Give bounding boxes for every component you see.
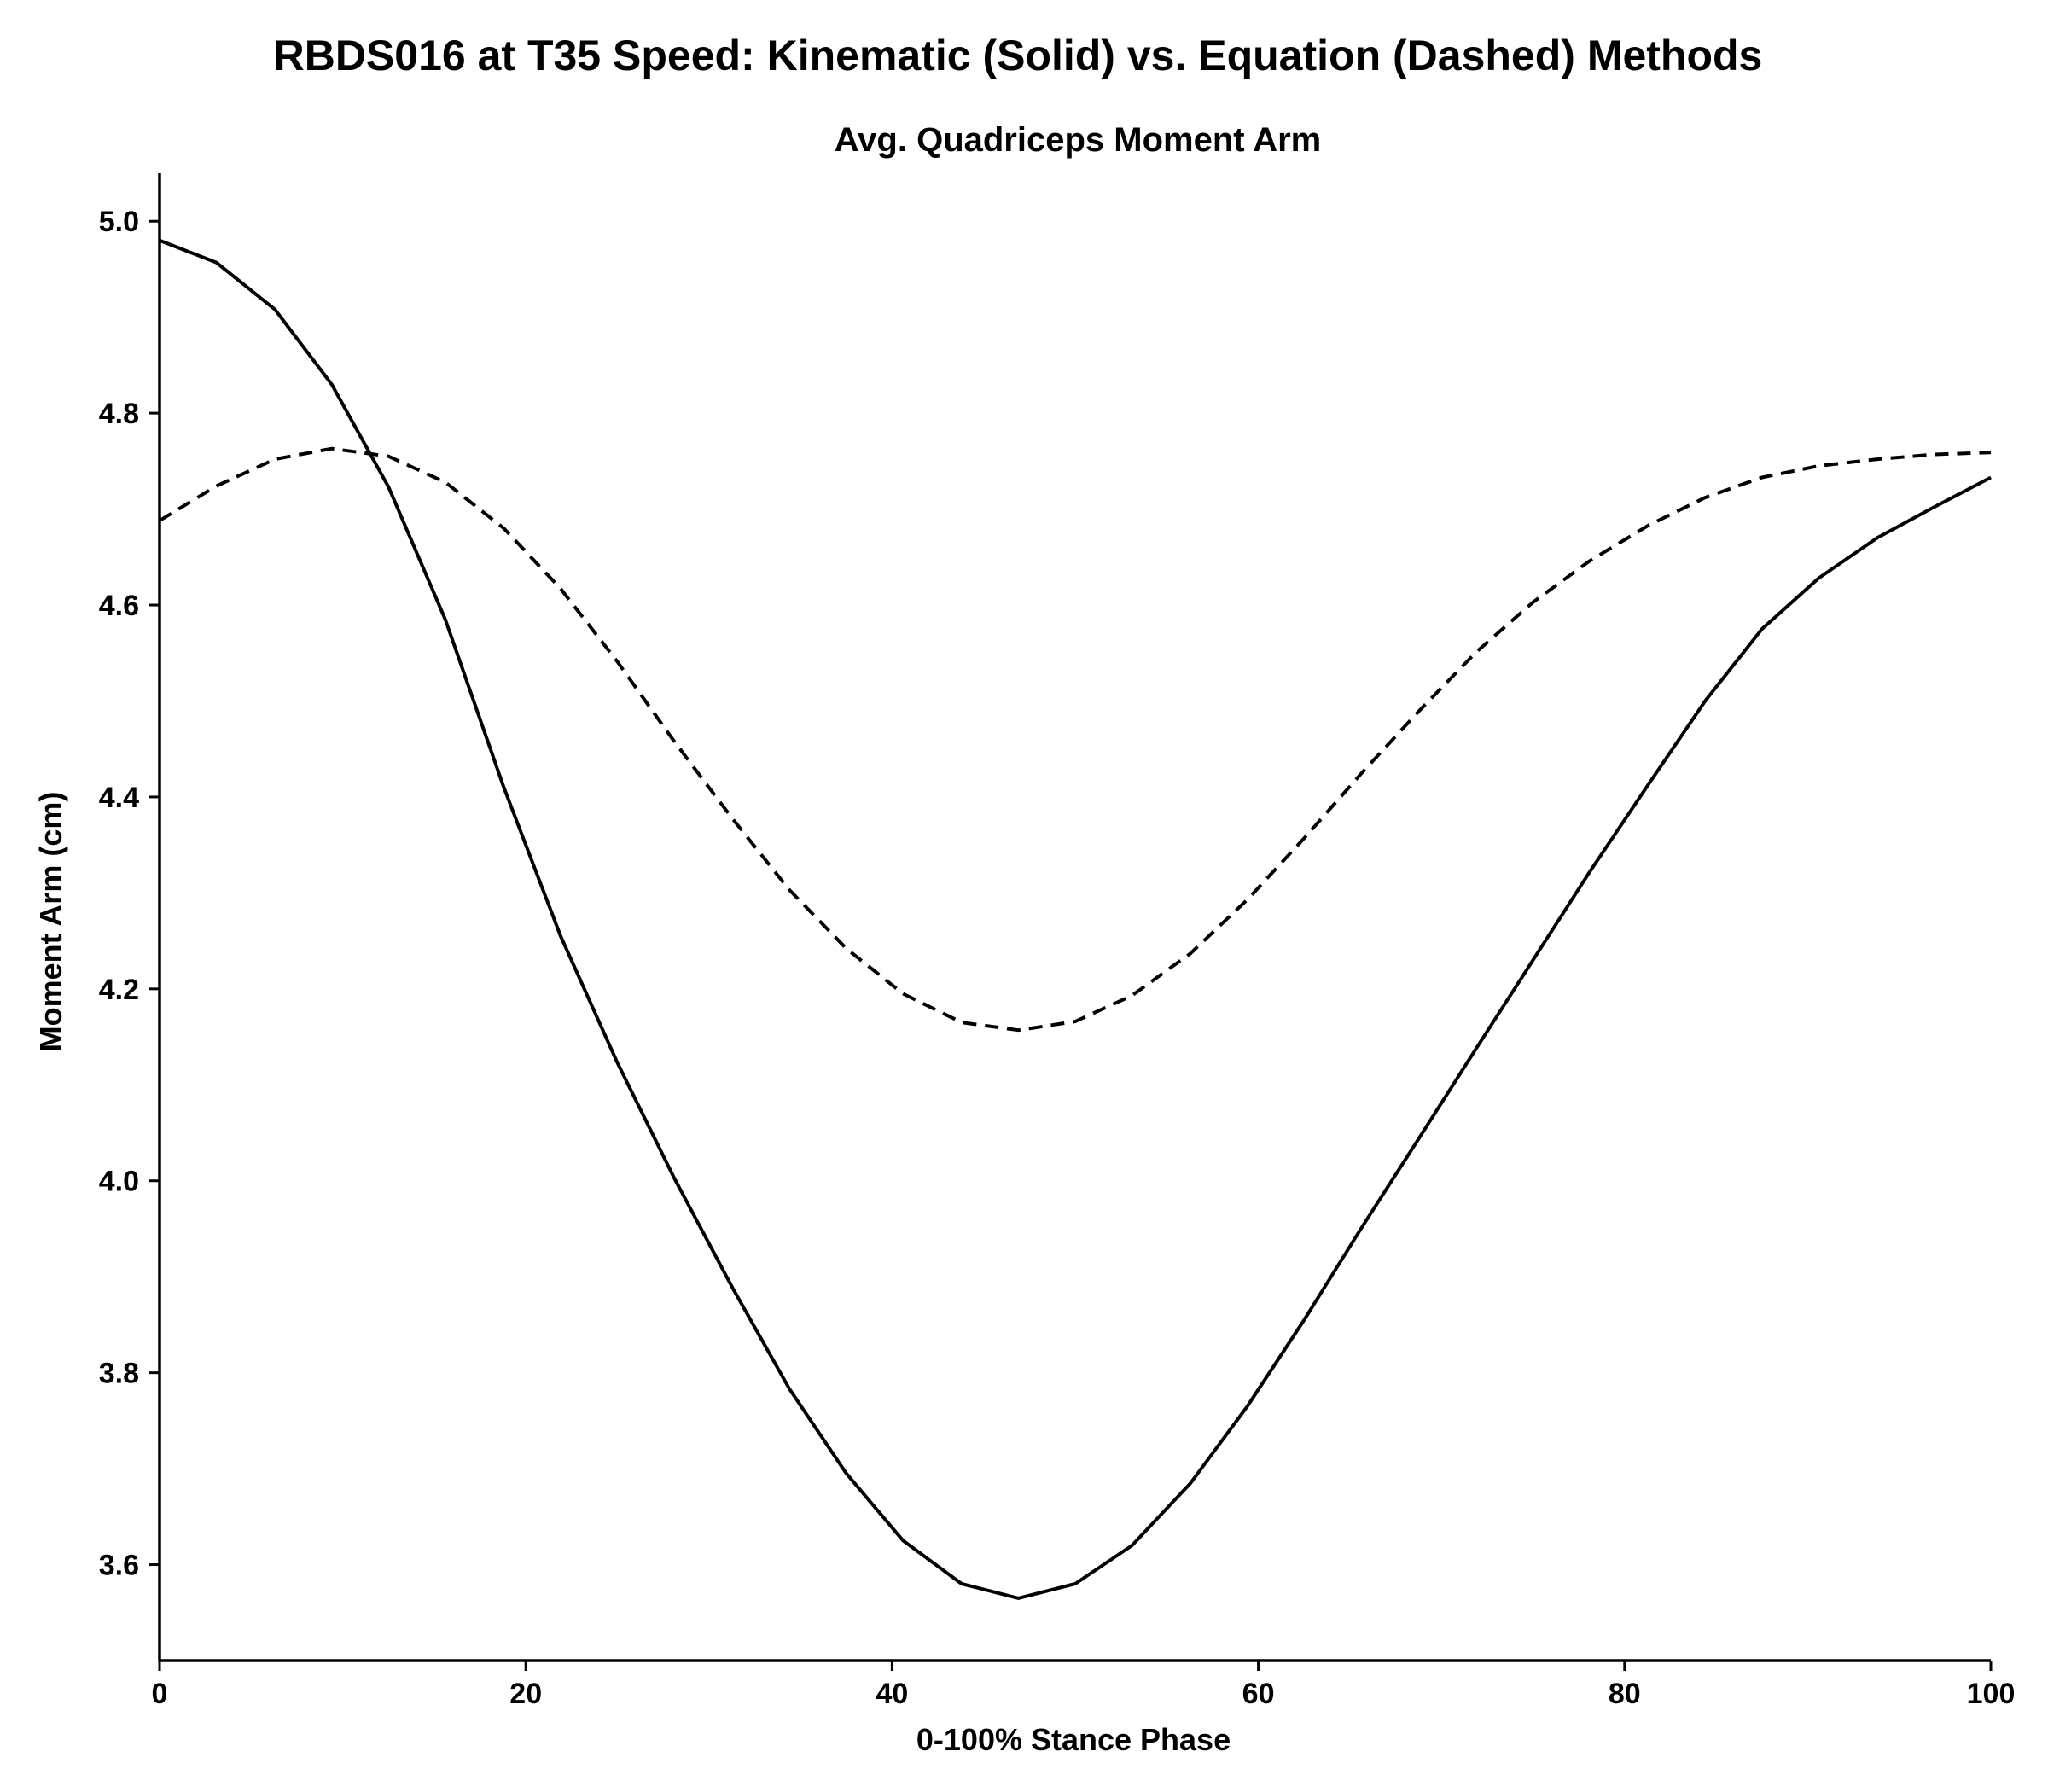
y-tick-label: 4.8 [99, 398, 139, 430]
y-tick-label: 5.0 [99, 206, 139, 238]
plot-area: 3.6 3.8 4.0 4.2 4.4 4.6 4.8 5.0 0 20 40 60 80 100 [99, 173, 2016, 1710]
x-tick-label: 40 [876, 1678, 908, 1710]
y-tick-label: 4.2 [99, 974, 139, 1006]
chart-subtitle: Avg. Quadriceps Moment Arm [835, 121, 1321, 159]
series-line-dashed [158, 446, 1992, 1033]
y-tick-label: 3.8 [99, 1358, 139, 1390]
x-tick-label: 60 [1242, 1678, 1275, 1710]
y-tick-label: 4.4 [99, 782, 139, 814]
x-axis-label: 0-100% Stance Phase [916, 1722, 1231, 1757]
y-tick-label: 4.0 [99, 1166, 139, 1198]
x-tick-label: 80 [1609, 1678, 1641, 1710]
y-tick-label: 3.6 [99, 1550, 139, 1582]
y-tick-label: 4.6 [99, 590, 139, 622]
x-tick-label: 100 [1967, 1678, 2016, 1710]
y-ticks: 3.6 3.8 4.0 4.2 4.4 4.6 4.8 5.0 [99, 206, 160, 1582]
x-ticks: 0 20 40 60 80 100 [152, 1661, 2016, 1710]
x-tick-label: 20 [509, 1678, 542, 1710]
x-tick-label: 0 [152, 1678, 168, 1710]
chart-title: RBDS016 at T35 Speed: Kinematic (Solid) … [274, 32, 1763, 79]
y-axis-label: Moment Arm (cm) [33, 792, 68, 1052]
series-group [158, 238, 1992, 1600]
series-line-solid [159, 238, 1992, 1600]
